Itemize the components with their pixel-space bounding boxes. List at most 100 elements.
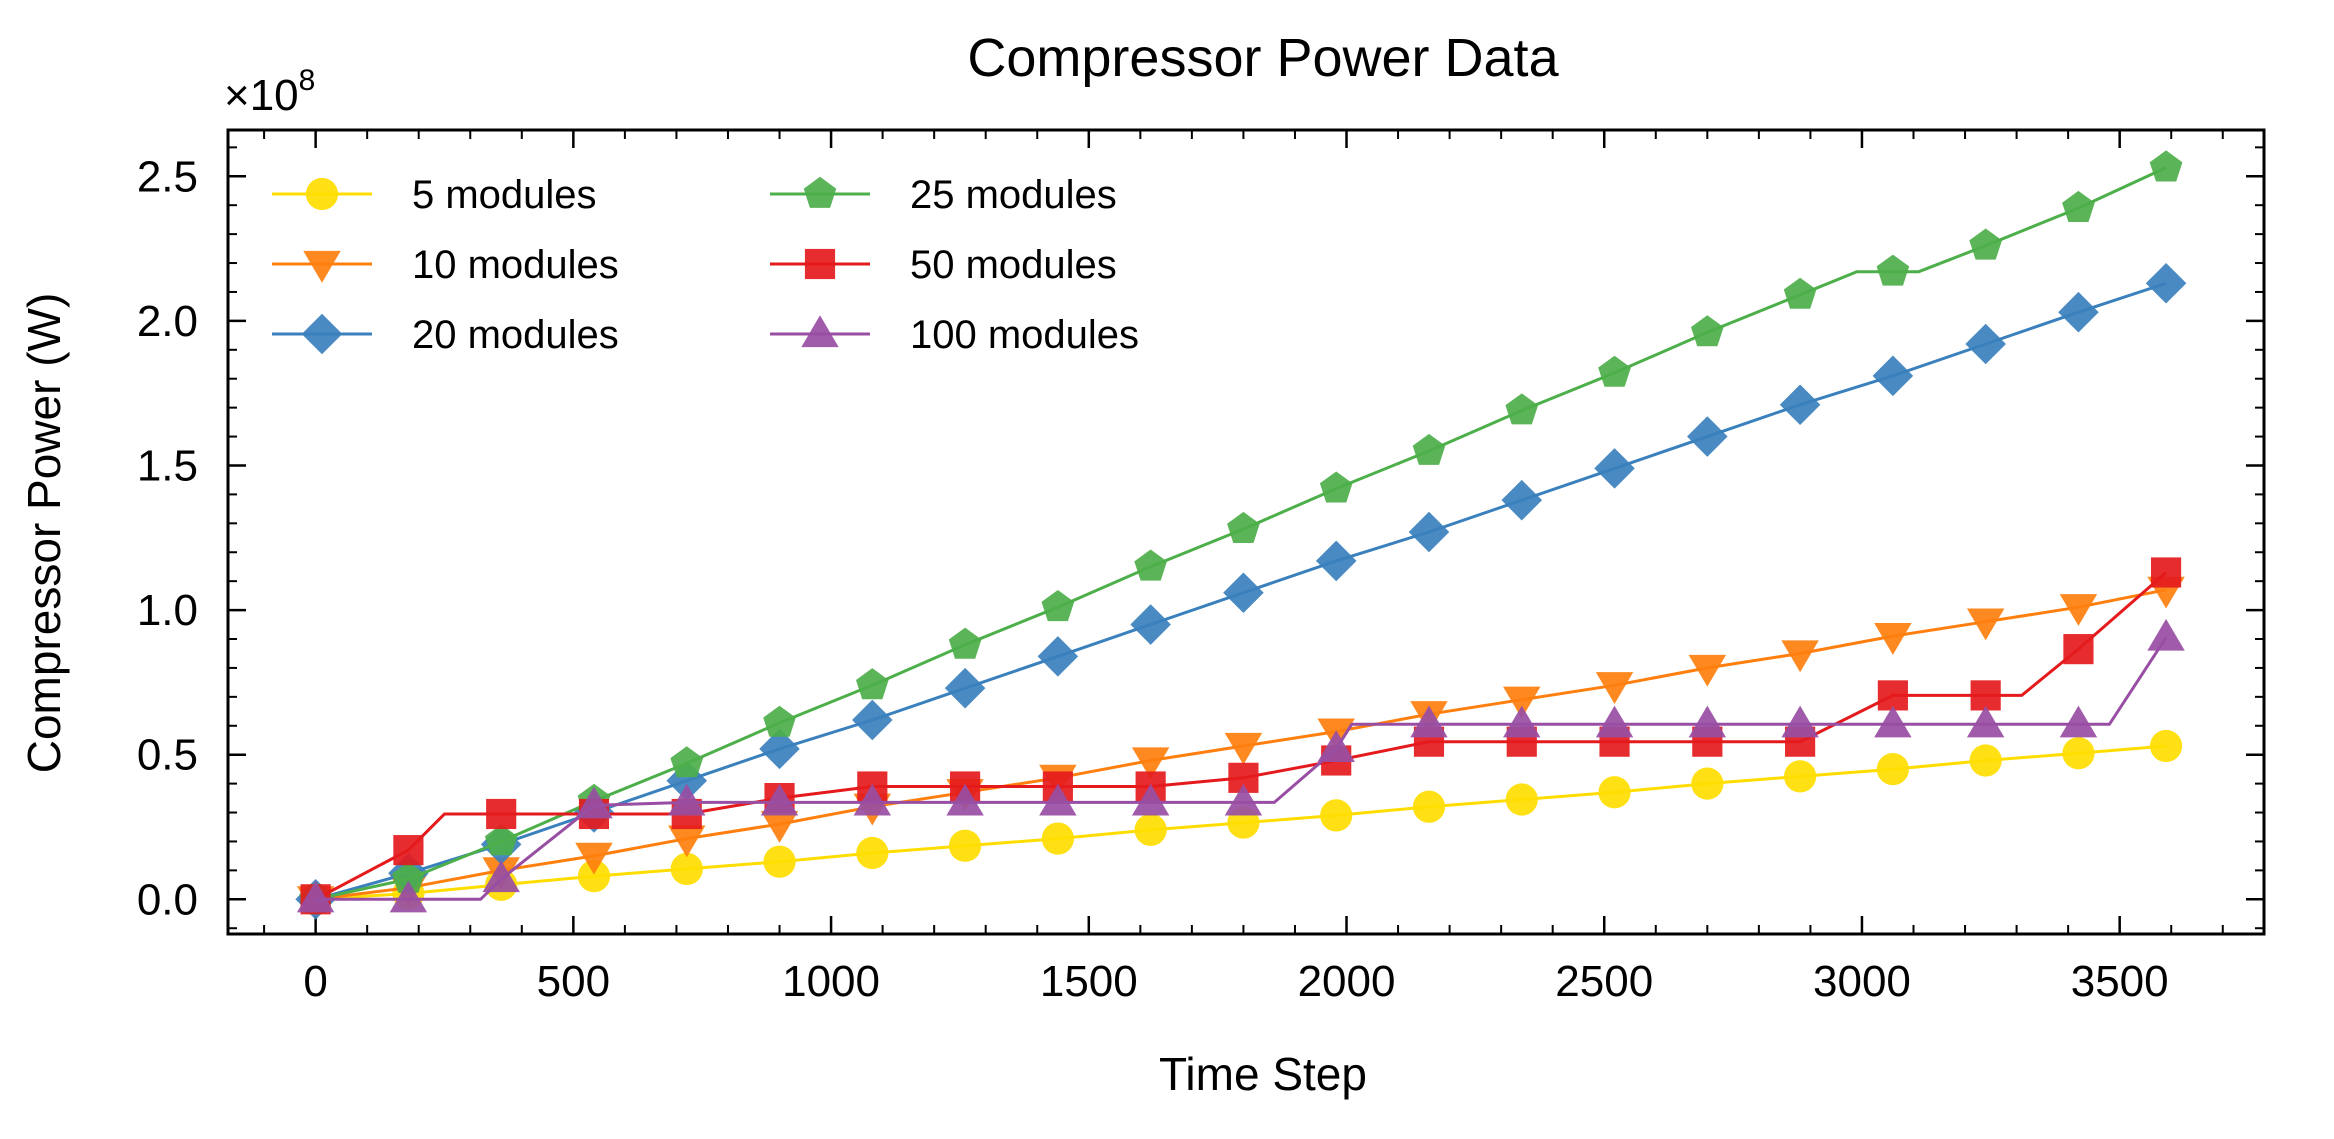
x-tick-label: 2500 bbox=[1555, 957, 1653, 1006]
data-point bbox=[1134, 549, 1167, 581]
data-point bbox=[1039, 783, 1077, 816]
data-point bbox=[763, 705, 796, 737]
data-point bbox=[1783, 760, 1817, 793]
data-point bbox=[1503, 686, 1541, 719]
data-point bbox=[1594, 448, 1635, 489]
chart-title: Compressor Power Data bbox=[967, 28, 1559, 88]
data-point bbox=[393, 835, 424, 866]
legend-label: 100 modules bbox=[910, 313, 1139, 357]
legend-marker bbox=[803, 176, 837, 208]
data-point bbox=[486, 798, 517, 830]
data-point bbox=[1408, 511, 1450, 553]
data-point bbox=[1691, 767, 1724, 800]
legend-label: 20 modules bbox=[412, 313, 619, 357]
x-tick-label: 1000 bbox=[782, 957, 880, 1006]
x-tick-label: 500 bbox=[537, 957, 610, 1006]
legend-marker bbox=[804, 248, 836, 280]
data-point bbox=[1966, 608, 2005, 641]
data-point bbox=[392, 861, 425, 893]
data-point bbox=[1317, 730, 1355, 763]
data-point bbox=[1503, 705, 1541, 738]
data-point bbox=[1874, 705, 1912, 738]
legend-marker bbox=[301, 313, 343, 355]
y-tick-label: 1.5 bbox=[137, 441, 198, 490]
legend-label: 50 modules bbox=[910, 243, 1117, 287]
legend-marker bbox=[303, 250, 341, 283]
data-point bbox=[1131, 783, 1170, 816]
y-axis-multiplier-base: ×10 bbox=[224, 71, 299, 120]
data-point bbox=[1970, 680, 2001, 711]
y-tick-label: 1.0 bbox=[137, 586, 198, 635]
data-point bbox=[1966, 705, 2005, 738]
series-pentagon bbox=[299, 150, 2183, 914]
y-axis-multiplier: ×108 bbox=[224, 64, 315, 120]
data-point bbox=[1876, 753, 1910, 786]
x-tick-label: 2000 bbox=[1298, 957, 1396, 1006]
data-point bbox=[1691, 315, 1724, 347]
legend-item: 10 modules bbox=[272, 243, 619, 287]
legend-item: 100 modules bbox=[770, 313, 1139, 357]
legend: 5 modules 10 modules 20 modules 25 modules 5… bbox=[272, 173, 1139, 357]
data-point bbox=[2145, 263, 2187, 304]
data-point bbox=[2062, 190, 2095, 222]
data-point bbox=[1779, 384, 1821, 426]
data-point bbox=[2147, 618, 2185, 651]
data-point bbox=[577, 860, 611, 893]
data-point bbox=[1315, 540, 1357, 582]
data-point bbox=[2063, 634, 2094, 665]
data-point bbox=[1598, 355, 1631, 387]
legend-item: 20 modules bbox=[272, 313, 619, 357]
data-point bbox=[1874, 623, 1912, 655]
data-point bbox=[1130, 604, 1171, 645]
y-tick-label: 0.5 bbox=[137, 731, 198, 780]
data-point bbox=[2062, 737, 2095, 770]
data-point bbox=[1595, 672, 1634, 705]
data-point bbox=[1687, 416, 1728, 457]
data-point bbox=[575, 842, 613, 875]
series-layer bbox=[295, 150, 2187, 920]
legend-label: 5 modules bbox=[412, 173, 597, 217]
data-point bbox=[1783, 277, 1817, 309]
data-point bbox=[1131, 747, 1170, 780]
legend-item: 25 modules bbox=[770, 173, 1117, 217]
data-point bbox=[668, 783, 706, 816]
data-point bbox=[575, 786, 613, 819]
data-point bbox=[1037, 636, 1079, 677]
data-point bbox=[1781, 705, 1819, 738]
data-point bbox=[763, 845, 796, 878]
axes: 0 500 1000 1500 2000 2500 3000 3500 0.0 0.5 1.0 1.5… bbox=[137, 128, 2266, 1006]
data-point bbox=[1501, 479, 1543, 521]
data-point bbox=[1505, 393, 1539, 425]
x-tick-label: 1500 bbox=[1040, 957, 1138, 1006]
data-point bbox=[852, 699, 893, 741]
data-point bbox=[1595, 705, 1634, 738]
data-point bbox=[2150, 557, 2182, 588]
data-point bbox=[853, 783, 892, 816]
data-point bbox=[668, 825, 706, 858]
data-point bbox=[1505, 783, 1538, 816]
data-point bbox=[2059, 594, 2098, 626]
y-tick-label: 2.5 bbox=[137, 152, 198, 201]
legend-label: 10 modules bbox=[412, 243, 619, 287]
legend-marker bbox=[801, 315, 839, 348]
data-point bbox=[389, 880, 428, 913]
data-point bbox=[482, 860, 520, 893]
data-point bbox=[1876, 254, 1910, 286]
data-point bbox=[760, 783, 799, 816]
data-point bbox=[1412, 790, 1446, 823]
x-tick-label: 3000 bbox=[1813, 957, 1911, 1006]
data-point bbox=[1965, 323, 2006, 365]
legend-marker bbox=[305, 177, 339, 211]
data-point bbox=[1969, 228, 2002, 260]
data-point bbox=[760, 810, 799, 843]
data-point bbox=[670, 852, 703, 886]
series-triangle-down bbox=[296, 576, 2185, 919]
data-point bbox=[1224, 732, 1263, 765]
data-point bbox=[670, 746, 704, 778]
y-axis-title: Compressor Power (W) bbox=[18, 293, 70, 774]
data-point bbox=[944, 667, 986, 709]
data-point bbox=[1412, 433, 1446, 465]
data-point bbox=[856, 668, 889, 700]
